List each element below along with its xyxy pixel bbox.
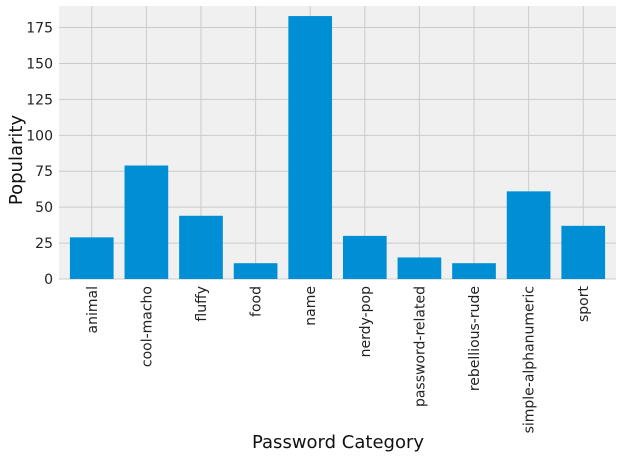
x-tick-label: fluffy	[194, 286, 210, 322]
y-tick-label: 0	[44, 272, 53, 288]
x-tick-label: food	[249, 286, 265, 317]
bar-rebellious-rude	[452, 263, 496, 279]
bar-series	[69, 16, 606, 280]
bar-nerdy-pop	[342, 235, 387, 279]
x-tick-label: simple-alphanumeric	[522, 286, 538, 433]
bar-sport	[561, 225, 606, 279]
x-tick-label: name	[303, 286, 319, 326]
y-tick-label: 100	[26, 128, 53, 144]
x-tick-label: sport	[576, 285, 592, 322]
x-tick-label: cool-macho	[139, 286, 155, 367]
x-tick-label: nerdy-pop	[358, 286, 374, 357]
x-tick-label: password-related	[412, 286, 428, 407]
x-tick-label: animal	[85, 286, 101, 333]
y-axis-label: Popularity	[6, 115, 27, 206]
bar-food	[233, 263, 278, 279]
y-tick-label: 150	[26, 56, 53, 72]
bar-cool-macho	[124, 165, 169, 279]
x-axis-ticks: animal cool-macho fluffy food name nerdy-pop p…	[85, 285, 592, 433]
bar-name	[288, 16, 333, 280]
y-tick-label: 25	[35, 236, 53, 252]
x-axis-label: Password Category	[252, 432, 424, 453]
y-tick-label: 75	[35, 164, 53, 180]
bar-password-related	[397, 257, 442, 279]
y-axis-ticks: 0 25 50 75 100 125 150 175	[26, 21, 53, 288]
x-tick-label: rebellious-rude	[467, 286, 483, 391]
bar-simple-alphanumeric	[506, 191, 551, 279]
y-tick-label: 50	[35, 200, 53, 216]
bar-fluffy	[179, 215, 223, 279]
y-tick-label: 175	[26, 21, 53, 37]
bar-animal	[69, 237, 114, 279]
y-tick-label: 125	[26, 92, 53, 108]
